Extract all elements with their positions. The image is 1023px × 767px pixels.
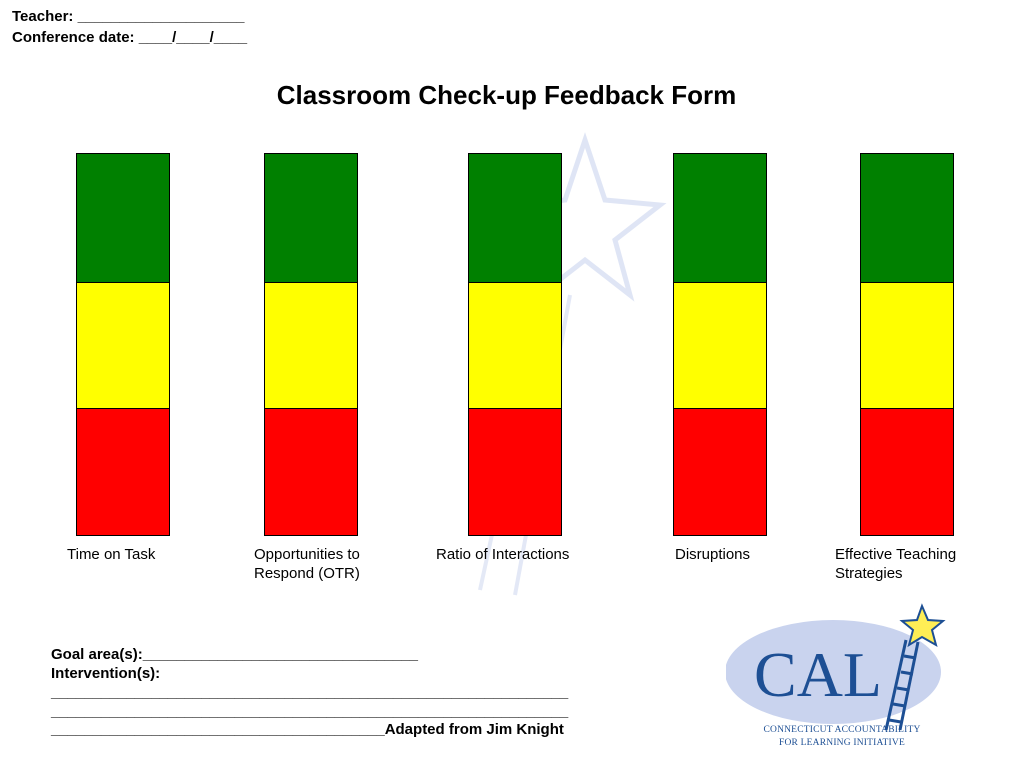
yellow-segment[interactable] xyxy=(861,282,953,409)
bar-label-disruptions: Disruptions xyxy=(675,545,750,564)
yellow-segment[interactable] xyxy=(265,282,357,409)
intervention-line-1[interactable]: ________________________________________… xyxy=(51,684,569,701)
conference-date-field[interactable]: Conference date: ____/____/____ xyxy=(12,29,248,46)
red-segment[interactable] xyxy=(674,409,766,535)
intervention-line-2[interactable]: ________________________________________… xyxy=(51,703,569,720)
rating-bar-effective-teaching-strategies[interactable] xyxy=(860,153,954,536)
ladder-icon xyxy=(884,639,920,731)
page-title: Classroom Check-up Feedback Form xyxy=(276,80,737,110)
red-segment[interactable] xyxy=(265,409,357,535)
green-segment[interactable] xyxy=(265,154,357,282)
yellow-segment[interactable] xyxy=(77,282,169,409)
red-segment[interactable] xyxy=(77,409,169,535)
red-segment[interactable] xyxy=(861,409,953,535)
logo-text: CAL xyxy=(754,639,882,710)
yellow-segment[interactable] xyxy=(469,282,561,409)
goal-area-field[interactable]: Goal area(s):___________________________… xyxy=(51,646,418,663)
interventions-label: Intervention(s): xyxy=(51,665,161,682)
teacher-field[interactable]: Teacher: ____________________ xyxy=(12,8,245,25)
bar-label-line: Disruptions xyxy=(675,546,751,563)
bar-label-line: Respond (OTR) xyxy=(254,565,360,582)
green-segment[interactable] xyxy=(77,154,169,282)
green-segment[interactable] xyxy=(469,154,561,282)
logo-caption-line-2: FOR LEARNING INITIATIVE xyxy=(779,738,905,748)
rating-bar-ratio-of-interactions[interactable] xyxy=(468,153,562,536)
bar-label-line: Ratio of Interactions xyxy=(436,546,570,563)
green-segment[interactable] xyxy=(674,154,766,282)
bar-label-effective-teaching-strategies: Effective Teaching Strategies xyxy=(835,545,956,583)
star-icon xyxy=(899,603,946,648)
rating-bar-time-on-task[interactable] xyxy=(76,153,170,536)
bar-label-line: Effective Teaching xyxy=(835,546,957,563)
bar-label-otr: Opportunities to Respond (OTR) xyxy=(254,545,360,583)
yellow-segment[interactable] xyxy=(674,282,766,409)
bar-label-line: Time on Task xyxy=(67,546,156,563)
bar-label-line: Opportunities to xyxy=(254,546,360,563)
bar-label-ratio-of-interactions: Ratio of Interactions xyxy=(436,545,569,564)
rating-bar-otr[interactable] xyxy=(264,153,358,536)
green-segment[interactable] xyxy=(861,154,953,282)
logo-caption-line-1: CONNECTICUT ACCOUNTABILITY xyxy=(763,725,921,735)
bar-label-time-on-task: Time on Task xyxy=(67,545,155,564)
intervention-line-3-with-credit[interactable]: ________________________________________… xyxy=(51,721,564,738)
cali-logo: CAL xyxy=(726,603,946,731)
red-segment[interactable] xyxy=(469,409,561,535)
bar-label-line: Strategies xyxy=(835,565,903,582)
rating-bar-disruptions[interactable] xyxy=(673,153,767,536)
